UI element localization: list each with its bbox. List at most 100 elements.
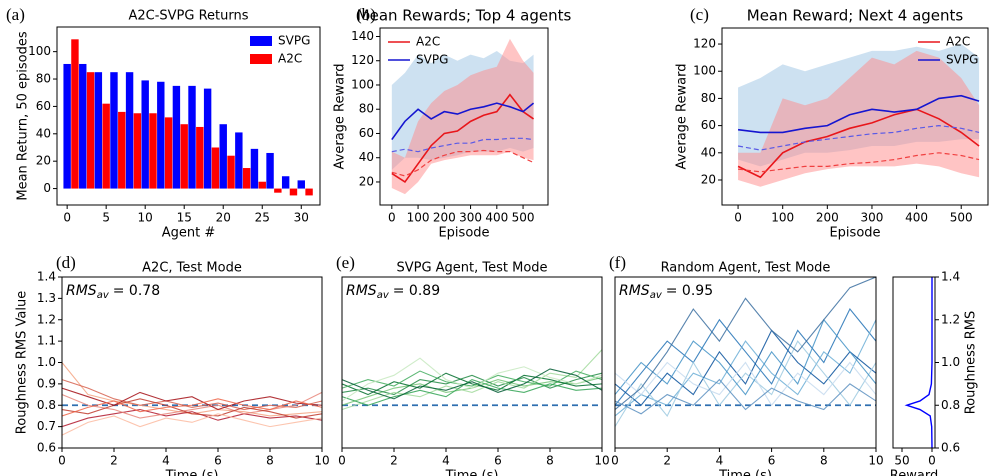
x-tick-label: 500 <box>950 211 973 225</box>
annotation-symbol: RMS <box>619 283 650 299</box>
bar <box>63 63 71 189</box>
line <box>342 370 602 389</box>
line <box>737 108 980 179</box>
x-tick-label: 8 <box>266 454 274 468</box>
plot-area <box>63 39 313 196</box>
x-tick-label: 0 <box>734 211 742 225</box>
bar <box>250 148 259 189</box>
x-tick-label: 20 <box>216 211 231 225</box>
x-tick-label: 6 <box>494 454 502 468</box>
line <box>391 149 534 177</box>
line <box>615 308 876 406</box>
legend-swatch <box>250 54 272 64</box>
x-axis-label: Agent # <box>162 226 216 241</box>
band <box>391 38 534 195</box>
x-tick-label: 100 <box>771 211 794 225</box>
plot-area <box>904 277 933 448</box>
line <box>615 318 876 396</box>
x-tick-label: 0 <box>63 211 71 225</box>
x-tick-label: 500 <box>512 211 535 225</box>
annotation-value: = 0.78 <box>113 283 160 299</box>
line <box>342 357 602 402</box>
panel-label: (c) <box>690 5 709 24</box>
x-tick-label: 200 <box>433 211 456 225</box>
legend-label: SVPG <box>416 53 448 67</box>
line <box>342 372 602 396</box>
bar <box>281 176 290 189</box>
y-axis-label: Average Reward <box>675 64 690 170</box>
bar <box>188 85 196 189</box>
x-tick-label: 10 <box>594 454 609 468</box>
x-axis-label: Time (s) <box>718 469 772 476</box>
y-axis-label: Mean Return, 50 episodes <box>16 31 31 200</box>
bar <box>211 147 220 189</box>
plot-area <box>615 277 876 427</box>
annotation: RMSav = 0.89 <box>346 283 440 301</box>
annotation-subscript: av <box>650 290 663 301</box>
y-tick-label: 0.9 <box>37 376 56 390</box>
x-tick-label: 100 <box>407 211 430 225</box>
plot-area <box>342 349 602 411</box>
x-tick-label: 4 <box>442 454 450 468</box>
y-tick-label: 60 <box>36 99 51 113</box>
y-tick-label: 1.4 <box>941 270 960 284</box>
bar <box>289 188 298 196</box>
chart-title: A2C, Test Mode <box>142 261 242 276</box>
line <box>391 93 535 184</box>
y-tick-label: 80 <box>36 72 51 86</box>
line <box>391 102 535 141</box>
bar <box>94 72 103 189</box>
y-tick-label: 40 <box>359 150 374 164</box>
y-tick-label: 100 <box>693 64 716 78</box>
x-tick-label: 0 <box>928 454 936 468</box>
bar <box>203 88 212 189</box>
bar <box>258 181 266 189</box>
line <box>342 349 602 411</box>
axes-frame <box>61 276 323 449</box>
y-tick-label: 1.4 <box>37 270 56 284</box>
y-tick-label: 80 <box>701 91 716 105</box>
y-tick-label: 0 <box>43 181 51 195</box>
y-tick-label: 140 <box>351 29 374 43</box>
x-tick-label: 0 <box>611 454 619 468</box>
legend-label: SVPG <box>278 34 310 48</box>
y-tick-label: 1.1 <box>37 334 56 348</box>
bar <box>242 168 251 189</box>
bar <box>297 180 305 189</box>
x-tick-label: 50 <box>894 454 909 468</box>
line <box>62 408 322 428</box>
x-tick-label: 300 <box>861 211 884 225</box>
y-tick-label: 40 <box>701 145 716 159</box>
legend-label: A2C <box>946 35 970 49</box>
y-axis-label: Roughness RMS Value <box>15 291 30 434</box>
y-tick-label: 120 <box>351 53 374 67</box>
y-tick-label: 20 <box>36 154 51 168</box>
chart-title: Mean Reward; Next 4 agents <box>747 7 964 25</box>
line <box>62 387 322 411</box>
line <box>391 137 534 153</box>
bar <box>157 81 165 189</box>
legend-label: SVPG <box>946 53 978 67</box>
y-tick-label: 1.2 <box>37 312 56 326</box>
bar <box>110 72 118 189</box>
panel-label: (d) <box>56 253 76 272</box>
line <box>342 368 602 400</box>
y-tick-label: 1.2 <box>941 312 960 326</box>
line <box>62 398 322 419</box>
plot-area <box>391 38 535 195</box>
y-tick-label: 100 <box>351 77 374 91</box>
line <box>737 125 980 151</box>
bar <box>149 113 157 189</box>
y-tick-label: 0.7 <box>37 419 56 433</box>
panel-label: (a) <box>6 5 25 24</box>
axes-frame <box>614 276 877 449</box>
y-tick-label: 0.6 <box>941 441 960 455</box>
y-tick-label: 120 <box>693 37 716 51</box>
bar <box>141 80 149 189</box>
y-axis-label: Average Reward <box>333 64 348 170</box>
legend-swatch <box>250 36 272 46</box>
axes-frame <box>56 26 321 206</box>
chart-title: A2C-SVPG Returns <box>128 9 248 24</box>
x-tick-label: 4 <box>716 454 724 468</box>
x-tick-label: 5 <box>102 211 110 225</box>
